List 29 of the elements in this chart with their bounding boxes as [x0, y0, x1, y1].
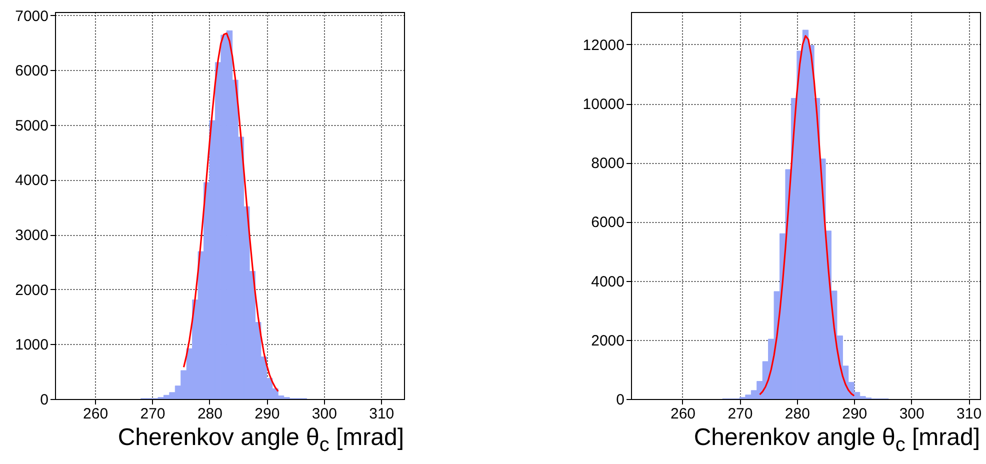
x-tick-label: 300 [312, 406, 337, 422]
x-axis-title: Cherenkov angle θ$_{c}$ [mrad] [694, 424, 980, 457]
y-tick-label: 4000 [591, 273, 624, 290]
x-tick-label: 260 [670, 406, 696, 422]
x-tick-label: 280 [784, 406, 810, 422]
x-tick-label: 310 [369, 406, 394, 422]
x-tick-label: 290 [842, 406, 868, 422]
y-tick-label: 10000 [582, 96, 624, 114]
x-tick-label: 310 [956, 406, 982, 422]
y-tick-label: 5000 [15, 117, 48, 134]
y-tick-label: 7000 [15, 8, 48, 25]
y-tick-label: 2000 [15, 282, 48, 299]
y-tick-label: 8000 [591, 155, 624, 172]
y-tick-label: 12000 [582, 36, 624, 54]
y-tick-label: 6000 [591, 214, 624, 232]
x-tick-label: 300 [899, 406, 924, 422]
x-tick-label: 260 [83, 406, 108, 422]
y-tick-label: 3000 [15, 227, 48, 244]
x-tick-label: 270 [728, 406, 753, 422]
y-tick-label: 1000 [15, 336, 48, 354]
x-axis-title: Cherenkov angle θ$_{c}$ [mrad] [118, 424, 404, 457]
x-tick-label: 270 [140, 406, 166, 422]
y-tick-label: 0 [616, 392, 624, 408]
x-tick-label: 290 [254, 406, 280, 422]
y-tick-label: 0 [40, 392, 48, 408]
y-tick-label: 4000 [15, 172, 48, 190]
x-tick-label: 280 [197, 406, 222, 422]
y-tick-label: 6000 [15, 62, 48, 80]
y-tick-label: 2000 [591, 332, 624, 350]
